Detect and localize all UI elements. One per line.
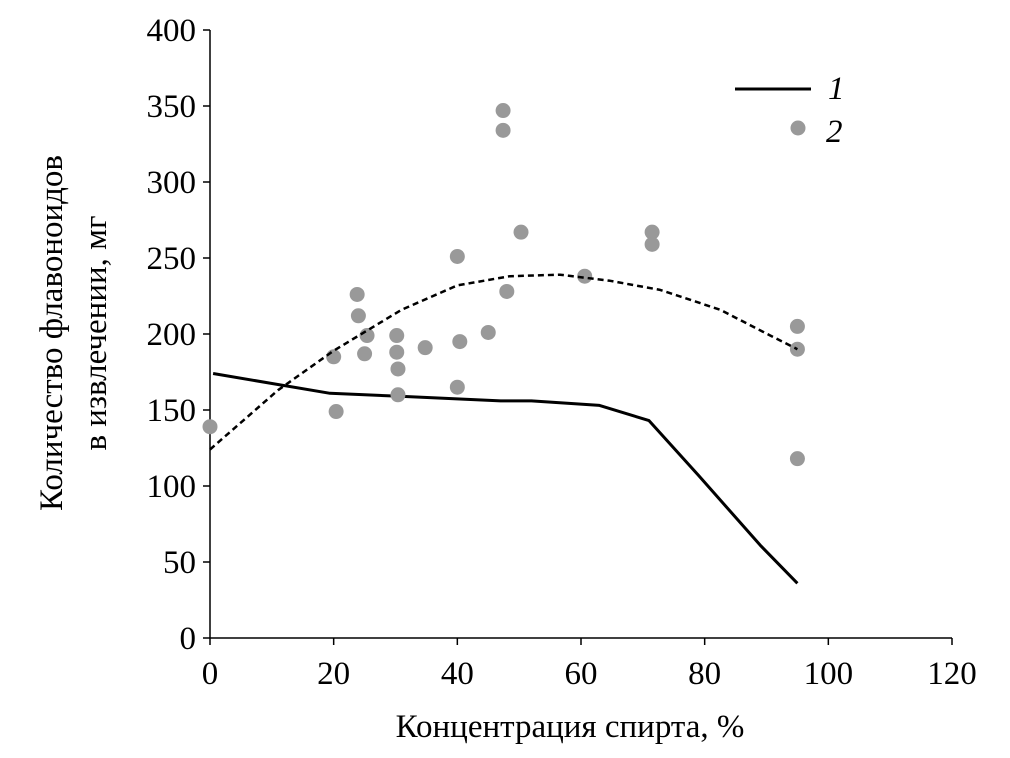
trend-line xyxy=(209,273,798,451)
data-point xyxy=(495,103,511,119)
y-axis-label-line1: Количество флавоноидов xyxy=(34,155,70,511)
y-tick-label: 400 xyxy=(147,13,197,49)
x-tick-label: 0 xyxy=(202,656,219,692)
data-point xyxy=(495,122,511,138)
y-tick-label: 250 xyxy=(147,241,197,277)
data-point xyxy=(349,286,365,302)
data-point xyxy=(644,224,660,240)
y-tick-label: 300 xyxy=(147,165,197,201)
data-point xyxy=(449,379,465,395)
axes: 0 20 40 60 80 100 120 0 50 100 150 200 250 300 350 400 xyxy=(147,13,977,692)
data-point xyxy=(499,283,515,299)
y-tick-label: 100 xyxy=(147,469,197,505)
data-point xyxy=(390,387,406,403)
data-point xyxy=(480,324,496,340)
data-point xyxy=(449,248,465,264)
y-tick-label: 0 xyxy=(180,621,197,657)
data-point xyxy=(389,344,405,360)
data-point xyxy=(417,340,433,356)
data-point xyxy=(789,341,805,357)
data-point xyxy=(350,308,366,324)
data-point xyxy=(789,318,805,334)
y-tick-label: 50 xyxy=(163,545,196,581)
legend-label-1: 1 xyxy=(828,71,845,107)
y-tick-label: 150 xyxy=(147,393,197,429)
data-point xyxy=(452,334,468,350)
x-tick-label: 120 xyxy=(927,656,977,692)
legend: 12 xyxy=(735,71,845,150)
x-axis-label: Концентрация спирта, % xyxy=(396,709,745,745)
data-point xyxy=(513,224,529,240)
data-point xyxy=(328,404,344,420)
legend-point-swatch xyxy=(790,120,806,136)
data-point xyxy=(202,419,218,435)
x-tick-label: 20 xyxy=(317,656,350,692)
series-line-1 xyxy=(212,372,799,585)
data-point xyxy=(577,268,593,284)
data-point xyxy=(644,236,660,252)
x-tick-label: 60 xyxy=(565,656,598,692)
legend-label-2: 2 xyxy=(826,114,843,150)
data-point xyxy=(390,361,406,377)
y-axis-label-line2: в извлечении, мг xyxy=(78,215,114,450)
x-tick-label: 80 xyxy=(688,656,721,692)
data-point xyxy=(389,328,405,344)
data-point xyxy=(357,346,373,362)
data-point xyxy=(789,451,805,467)
marks xyxy=(202,103,805,585)
x-tick-label: 40 xyxy=(441,656,474,692)
x-tick-label: 100 xyxy=(804,656,854,692)
y-tick-label: 350 xyxy=(147,89,197,125)
y-tick-label: 200 xyxy=(147,317,197,353)
data-point xyxy=(326,349,342,365)
data-point xyxy=(359,328,375,344)
